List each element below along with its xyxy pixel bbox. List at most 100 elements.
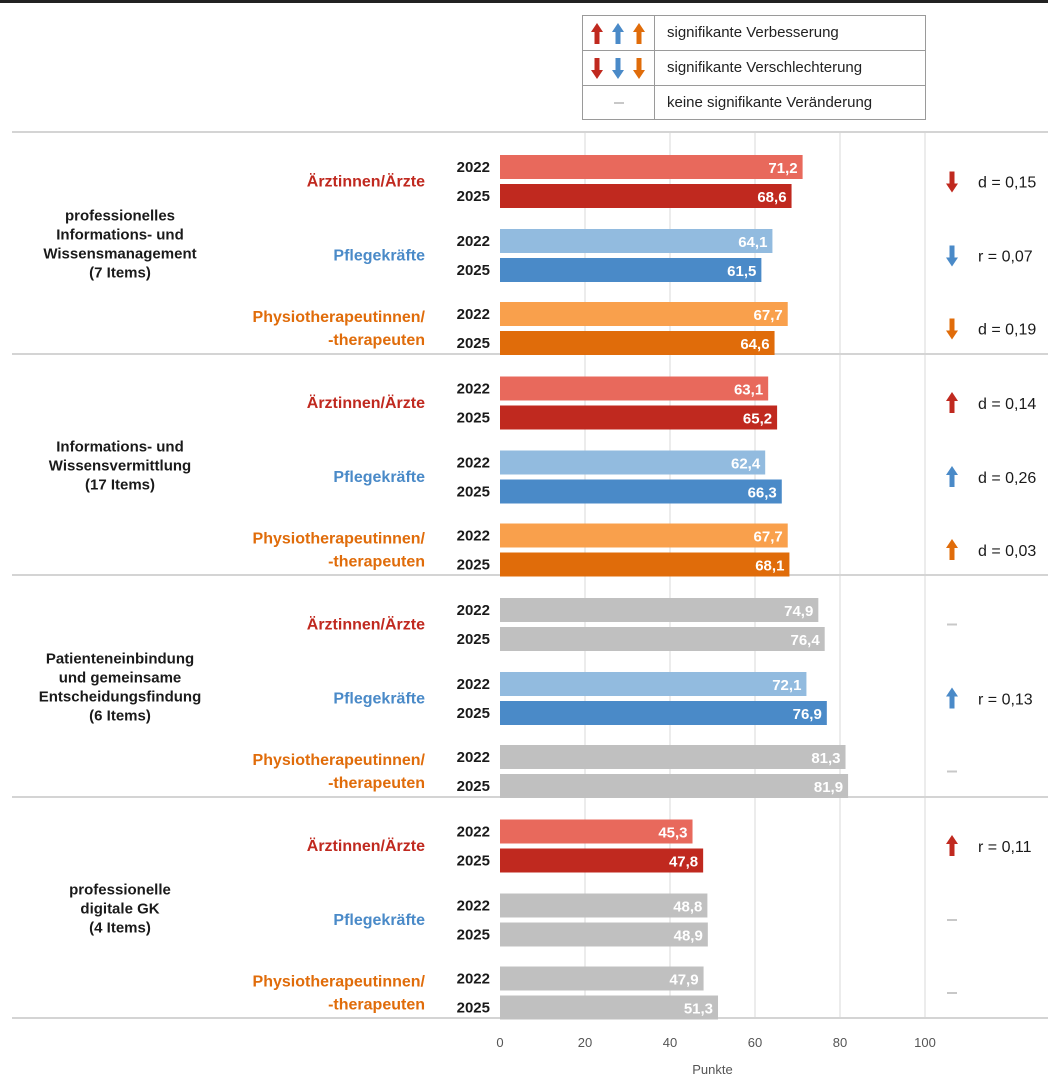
value-label: 48,9 xyxy=(674,928,703,945)
legend-no-change-label: keine signifikante Veränderung xyxy=(667,94,873,111)
effect-size-label: d = 0,03 xyxy=(978,543,1036,560)
profession-label-physio: Physiotherapeutinnen/-therapeuten xyxy=(253,974,426,1014)
year-label: 2025 xyxy=(457,335,490,352)
arrow-down-orange-icon xyxy=(633,58,645,79)
value-label: 64,6 xyxy=(740,336,769,353)
value-label: 68,1 xyxy=(755,558,784,575)
legend-improvement-icons xyxy=(583,16,655,51)
x-tick-label: 40 xyxy=(663,1035,677,1050)
year-label: 2022 xyxy=(457,233,490,250)
year-label: 2022 xyxy=(457,676,490,693)
bar-physio-2025 xyxy=(500,552,790,577)
year-label: 2022 xyxy=(457,159,490,176)
value-label: 67,7 xyxy=(754,529,783,546)
bar-aerzte-2025 xyxy=(500,184,792,208)
year-label: 2022 xyxy=(457,971,490,988)
arrow-up-orange-icon xyxy=(633,23,645,44)
year-label: 2022 xyxy=(457,749,490,766)
year-label: 2022 xyxy=(457,898,490,915)
legend-row-no-change: keine signifikante Veränderung xyxy=(583,85,925,120)
x-tick-label: 0 xyxy=(496,1035,503,1050)
year-label: 2025 xyxy=(457,188,490,205)
arrow-up-icon xyxy=(946,466,958,487)
profession-label-pflege: Pflegekräfte xyxy=(333,691,425,708)
effect-size-label: d = 0,26 xyxy=(978,470,1036,487)
year-label: 2025 xyxy=(457,778,490,795)
value-label: 51,3 xyxy=(684,1001,713,1018)
bar-pflege-2025 xyxy=(500,258,762,282)
x-tick-label: 100 xyxy=(914,1035,936,1050)
profession-label-aerzte: Ärztinnen/Ärzte xyxy=(307,616,425,634)
value-label: 66,3 xyxy=(748,485,777,502)
arrow-down-icon xyxy=(946,171,958,193)
year-label: 2022 xyxy=(457,824,490,841)
arrow-up-icon xyxy=(946,835,958,856)
group-label: professionelle digitale GK (4 Items) xyxy=(69,881,171,936)
value-label: 76,4 xyxy=(790,632,820,649)
bar-aerzte-2025 xyxy=(500,405,778,430)
value-label: 62,4 xyxy=(731,456,761,473)
bar-pflege-2025 xyxy=(500,922,708,947)
value-label: 72,1 xyxy=(772,677,801,694)
profession-label-aerzte: Ärztinnen/Ärzte xyxy=(307,394,425,412)
bar-pflege-2022 xyxy=(500,450,766,475)
year-label: 2025 xyxy=(457,262,490,279)
profession-label-physio: Physiotherapeutinnen/-therapeuten xyxy=(253,309,426,349)
bar-physio-2022 xyxy=(500,302,788,326)
year-label: 2025 xyxy=(457,705,490,722)
profession-label-aerzte: Ärztinnen/Ärzte xyxy=(307,173,425,191)
effect-size-label: r = 0,07 xyxy=(978,249,1033,266)
year-label: 2022 xyxy=(457,306,490,323)
x-tick-label: 60 xyxy=(748,1035,762,1050)
profession-label-pflege: Pflegekräfte xyxy=(333,912,425,929)
profession-label-aerzte: Ärztinnen/Ärzte xyxy=(307,837,425,855)
effect-size-label: d = 0,14 xyxy=(978,396,1036,413)
year-label: 2022 xyxy=(457,455,490,472)
arrow-down-red-icon xyxy=(591,58,603,79)
bar-pflege-2025 xyxy=(500,701,827,725)
value-label: 74,9 xyxy=(784,603,813,620)
profession-label-pflege: Pflegekräfte xyxy=(333,469,425,486)
x-axis-title: Punkte xyxy=(692,1062,732,1076)
year-label: 2022 xyxy=(457,528,490,545)
group-label: professionelles Informations- und Wissensm… xyxy=(43,207,196,281)
value-label: 48,8 xyxy=(673,899,702,916)
bar-physio-2022 xyxy=(500,966,704,991)
value-label: 61,5 xyxy=(727,263,756,280)
bar-physio-2025 xyxy=(500,331,775,355)
arrow-up-icon xyxy=(946,392,958,413)
value-label: 45,3 xyxy=(658,825,687,842)
year-label: 2025 xyxy=(457,853,490,870)
bar-physio-2022 xyxy=(500,523,788,548)
effect-size-label: d = 0,19 xyxy=(978,322,1036,339)
profession-label-pflege: Pflegekräfte xyxy=(333,248,425,265)
bar-aerzte-2022 xyxy=(500,376,769,401)
arrow-up-icon xyxy=(946,539,958,560)
legend-improvement-label: signifikante Verbesserung xyxy=(667,24,839,41)
arrow-down-icon xyxy=(946,318,958,340)
arrow-down-blue-icon xyxy=(612,58,624,79)
value-label: 47,8 xyxy=(669,854,698,871)
group-label: Patienteneinbindung und gemeinsame Entsche… xyxy=(39,650,202,724)
value-label: 71,2 xyxy=(768,160,797,177)
bar-pflege-2022 xyxy=(500,229,773,253)
bar-pflege-2025 xyxy=(500,479,782,504)
legend-worsening-label: signifikante Verschlechterung xyxy=(667,59,863,76)
group-label: Informations- und Wissensvermittlung (17 I… xyxy=(49,438,191,493)
year-label: 2025 xyxy=(457,1000,490,1017)
arrow-up-icon xyxy=(946,687,958,709)
year-label: 2022 xyxy=(457,381,490,398)
arrow-down-icon xyxy=(946,245,958,267)
bar-aerzte-2025 xyxy=(500,627,825,651)
profession-label-physio: Physiotherapeutinnen/-therapeuten xyxy=(253,531,426,571)
value-label: 63,1 xyxy=(734,382,763,399)
effect-size-label: r = 0,11 xyxy=(978,839,1032,856)
effect-size-label: r = 0,13 xyxy=(978,692,1033,709)
bar-physio-2025 xyxy=(500,774,849,798)
year-label: 2025 xyxy=(457,927,490,944)
profession-label-physio: Physiotherapeutinnen/-therapeuten xyxy=(253,752,426,792)
bar-aerzte-2025 xyxy=(500,848,704,873)
value-label: 81,9 xyxy=(814,779,843,796)
bar-physio-2025 xyxy=(500,995,719,1020)
